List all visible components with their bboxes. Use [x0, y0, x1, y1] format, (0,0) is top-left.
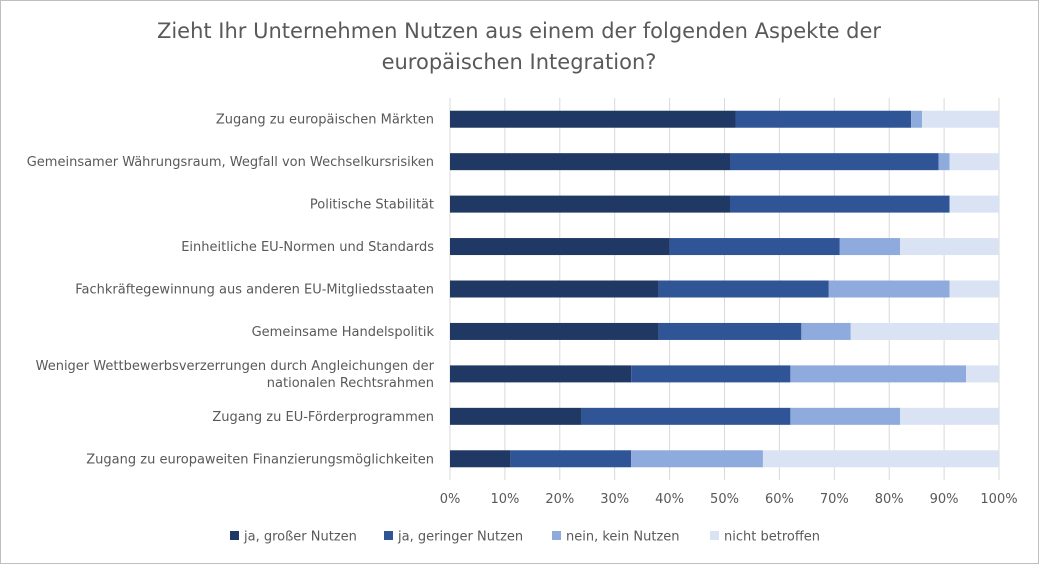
- bar-segment: [729, 153, 939, 171]
- bar-segment: [949, 195, 999, 213]
- x-tick-label: 80%: [875, 492, 904, 507]
- category-label: Zugang zu europäischen Märkten: [216, 113, 434, 128]
- x-tick-label: 10%: [490, 492, 519, 507]
- category-label: Politische Stabilität: [310, 198, 434, 213]
- legend-swatch: [552, 531, 561, 540]
- bar-segment: [790, 365, 967, 383]
- chart-title-line: Zieht Ihr Unternehmen Nutzen aus einem d…: [157, 19, 881, 43]
- legend-swatch: [710, 531, 719, 540]
- bar-segment: [450, 407, 582, 425]
- bar-segment: [900, 238, 999, 256]
- chart-title-line: europäischen Integration?: [382, 50, 657, 74]
- bar-segment: [762, 450, 999, 468]
- bar-segment: [510, 450, 632, 468]
- bar-segment: [631, 365, 791, 383]
- category-label: Gemeinsamer Währungsraum, Wegfall von We…: [27, 155, 434, 170]
- bar-segment: [828, 280, 950, 298]
- bar-segment: [949, 280, 999, 298]
- category-label: Weniger Wettbewerbsverzerrungen durch An…: [36, 359, 435, 391]
- bar-segment: [450, 195, 730, 213]
- category-label: Einheitliche EU-Normen und Standards: [181, 240, 434, 255]
- legend-swatch: [230, 531, 239, 540]
- bar-segment: [911, 110, 923, 128]
- bar-segment: [450, 280, 659, 298]
- bar-segment: [922, 110, 999, 128]
- bar-segment: [966, 365, 999, 383]
- bar-segment: [658, 322, 802, 340]
- bar-segment: [450, 110, 736, 128]
- bar-segment: [450, 153, 730, 171]
- legend-label: ja, großer Nutzen: [243, 530, 357, 545]
- bar-segment: [938, 153, 950, 171]
- bar-segment: [900, 407, 999, 425]
- bar-segment: [790, 407, 901, 425]
- x-tick-label: 70%: [820, 492, 849, 507]
- legend-label: nein, kein Nutzen: [566, 530, 680, 545]
- bar-segment: [669, 238, 840, 256]
- x-tick-label: 30%: [600, 492, 629, 507]
- category-label: Zugang zu EU-Förderprogrammen: [212, 410, 434, 425]
- x-tick-label: 40%: [655, 492, 684, 507]
- x-tick-label: 0%: [440, 492, 461, 507]
- x-tick-label: 90%: [930, 492, 959, 507]
- bar-segment: [735, 110, 912, 128]
- category-label: Fachkräftegewinnung aus anderen EU-Mitgl…: [75, 283, 434, 298]
- category-label: Zugang zu europaweiten Finanzierungsmögl…: [86, 452, 434, 467]
- bar-segment: [949, 153, 999, 171]
- legend-swatch: [384, 531, 393, 540]
- bar-segment: [658, 280, 829, 298]
- x-tick-label: 50%: [710, 492, 739, 507]
- bar-segment: [850, 322, 999, 340]
- bar-segment: [581, 407, 791, 425]
- bar-segment: [450, 365, 632, 383]
- legend-label: nicht betroffen: [724, 530, 820, 545]
- bar-segment: [729, 195, 950, 213]
- x-tick-label: 20%: [545, 492, 574, 507]
- bar-segment: [450, 322, 659, 340]
- legend-label: ja, geringer Nutzen: [397, 530, 523, 545]
- bar-segment: [450, 450, 511, 468]
- x-tick-label: 100%: [980, 492, 1017, 507]
- x-tick-label: 60%: [765, 492, 794, 507]
- bar-segment: [450, 238, 670, 256]
- bar-segment: [631, 450, 763, 468]
- category-label: Gemeinsame Handelspolitik: [252, 325, 435, 340]
- bar-segment: [839, 238, 901, 256]
- bar-segment: [801, 322, 851, 340]
